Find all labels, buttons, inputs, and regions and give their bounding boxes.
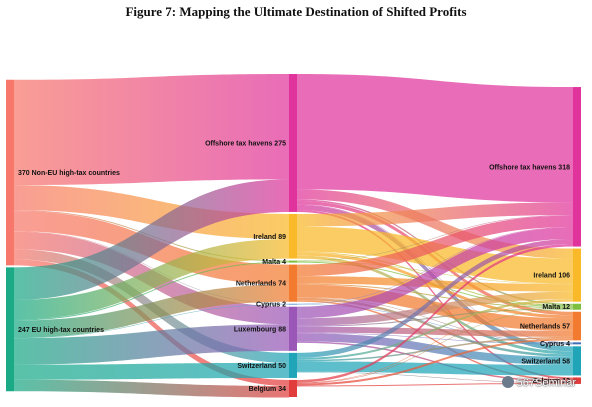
link-eu-to-switzerland — [14, 362, 289, 380]
link-eu-to-belgium — [14, 379, 289, 398]
link-belgium-to-maltaFinal — [297, 309, 573, 384]
label-irelandFinal: Ireland 106 — [533, 273, 570, 280]
link-eu-to-havens — [14, 179, 289, 300]
link-cyprus-to-cyprusFinal — [297, 304, 573, 344]
link-malta-to-havensFinal — [297, 214, 573, 262]
watermark: 567Seminar — [501, 376, 576, 389]
link-havens-to-irelandFinal — [297, 189, 573, 259]
link-ireland-to-havensFinal — [297, 202, 573, 227]
link-belgium-to-irelandFinal — [297, 301, 573, 383]
label-cyprusFinal: Cyprus 4 — [540, 341, 570, 348]
node-havensFinal — [573, 87, 581, 247]
link-switzerland-to-netherlandsFinal — [297, 336, 573, 362]
link-cyprus-to-havensFinal — [297, 226, 573, 305]
labels-layer: 370 Non-EU high-tax countries 247 EU high… — [18, 140, 570, 392]
link-switzerland-to-havensFinal — [297, 239, 573, 358]
label-belgiumFinal: Belgium 13 — [533, 378, 570, 385]
node-havens — [289, 74, 297, 212]
link-switzerland-to-switzerlandFinal — [297, 361, 573, 376]
link-havens-to-belgiumFinal — [297, 209, 573, 380]
node-eu — [6, 267, 14, 392]
label-netherlandsFinal: Netherlands 57 — [520, 324, 570, 331]
link-belgium-to-netherlandsFinal — [297, 338, 573, 386]
label-cyprus: Cyprus 2 — [256, 302, 286, 309]
node-switzerland — [289, 352, 297, 378]
label-netherlands: Netherlands 74 — [236, 281, 286, 288]
link-ireland-to-maltaFinal — [297, 251, 573, 307]
link-luxembourg-to-havensFinal — [297, 227, 573, 319]
label-maltaFinal: Malta 12 — [542, 304, 570, 311]
node-malta — [289, 260, 297, 263]
link-nonEU-to-ireland — [14, 185, 289, 240]
nodes-layer — [6, 74, 581, 397]
links-layer — [14, 74, 573, 398]
label-belgium: Belgium 34 — [249, 386, 286, 393]
node-nonEU — [6, 79, 14, 266]
node-cyprusFinal — [573, 342, 581, 345]
link-nonEU-to-belgium — [14, 259, 289, 386]
label-nonEU: 370 Non-EU high-tax countries — [18, 170, 120, 177]
node-belgiumFinal — [573, 377, 581, 384]
link-ireland-to-irelandFinal — [297, 226, 573, 284]
node-maltaFinal — [573, 303, 581, 310]
link-nonEU-to-cyprus — [14, 231, 289, 305]
watermark-text: 567Seminar — [516, 377, 576, 389]
link-switzerland-to-irelandFinal — [297, 299, 573, 360]
link-eu-to-luxembourg — [14, 324, 289, 365]
figure-title: Figure 7: Mapping the Ultimate Destinati… — [125, 4, 467, 19]
label-malta: Malta 4 — [262, 259, 286, 266]
wechat-icon — [501, 376, 514, 388]
link-nonEU-to-havens — [14, 74, 289, 186]
link-eu-to-ireland — [14, 239, 289, 320]
node-luxembourg — [289, 306, 297, 351]
link-switzerland-to-belgiumFinal — [297, 371, 573, 383]
node-irelandFinal — [573, 248, 581, 302]
link-eu-to-malta — [14, 261, 289, 321]
label-havens: Offshore tax havens 275 — [205, 140, 286, 147]
label-ireland: Ireland 89 — [253, 234, 286, 241]
node-netherlands — [289, 264, 297, 302]
link-luxembourg-to-irelandFinal — [297, 291, 573, 326]
link-belgium-to-havensFinal — [297, 244, 573, 383]
label-eu: 247 EU high-tax countries — [18, 327, 104, 334]
node-cyprus — [289, 303, 297, 305]
link-netherlands-to-cyprusFinal — [297, 297, 573, 344]
link-eu-to-cyprus — [14, 304, 289, 339]
label-luxembourg: Luxembourg 88 — [234, 326, 286, 333]
node-switzerlandFinal — [573, 346, 581, 376]
label-havensFinal: Offshore tax havens 318 — [489, 164, 570, 171]
link-havens-to-havensFinal — [297, 74, 573, 203]
node-ireland — [289, 213, 297, 259]
link-netherlands-to-switzerlandFinal — [297, 297, 573, 357]
label-switzerlandFinal: Switzerland 58 — [521, 358, 570, 365]
link-netherlands-to-irelandFinal — [297, 276, 573, 292]
link-eu-to-netherlands — [14, 284, 289, 338]
node-netherlandsFinal — [573, 311, 581, 341]
link-netherlands-to-havensFinal — [297, 215, 573, 277]
link-luxembourg-to-netherlandsFinal — [297, 326, 573, 337]
link-luxembourg-to-maltaFinal — [297, 308, 573, 327]
node-belgium — [289, 379, 297, 397]
link-netherlands-to-belgiumFinal — [297, 300, 573, 381]
link-luxembourg-to-cyprusFinal — [297, 332, 573, 345]
label-switzerland: Switzerland 50 — [237, 363, 286, 370]
